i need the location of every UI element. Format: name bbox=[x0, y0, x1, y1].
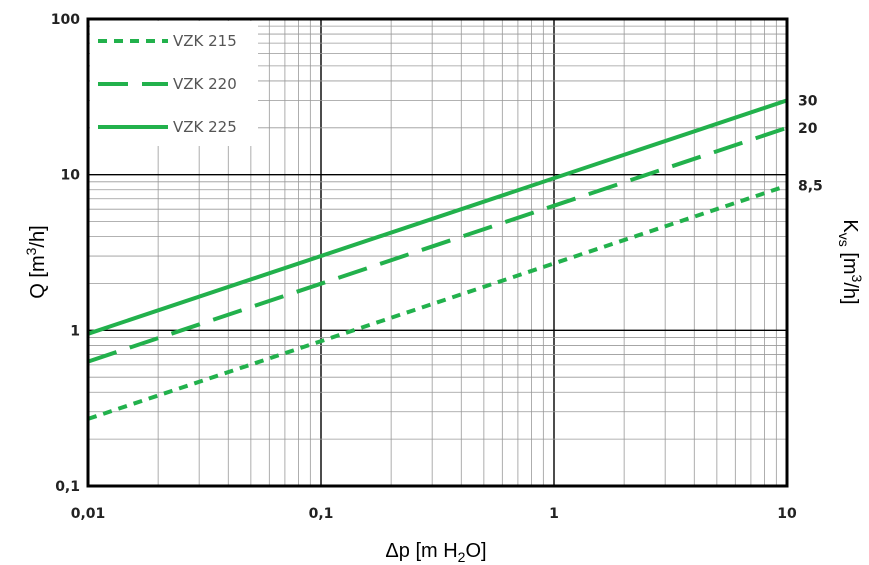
x-tick-label: 0,1 bbox=[309, 506, 334, 522]
x-axis-title: Δp [m H2O] bbox=[385, 540, 486, 565]
series-line-vzk-225 bbox=[87, 98, 788, 336]
plot-frame bbox=[86, 17, 789, 488]
legend: VZK 215 VZK 220 VZK 225 bbox=[90, 21, 258, 146]
y-tick-label: 1 bbox=[70, 323, 80, 339]
kvs-label: 8,5 bbox=[798, 179, 823, 195]
y-axis-title: Q [m3/h] bbox=[23, 225, 49, 298]
kvs-label: 20 bbox=[798, 121, 818, 137]
legend-label: VZK 225 bbox=[173, 118, 237, 136]
grid bbox=[87, 19, 787, 487]
tick-layer: 0,01 0,1 1 10 0,1 1 10 100 bbox=[51, 12, 797, 522]
y-tick-label: 0,1 bbox=[55, 479, 80, 495]
x-tick-label: 0,01 bbox=[71, 506, 106, 522]
y-tick-label: 100 bbox=[51, 12, 80, 28]
legend-label: VZK 215 bbox=[173, 32, 237, 50]
x-tick-label: 10 bbox=[777, 506, 797, 522]
series-layer bbox=[87, 98, 788, 421]
y2-axis-title: Kvs [m3/h] bbox=[836, 219, 865, 304]
series-line-vzk-215 bbox=[87, 183, 788, 421]
kvs-label: 30 bbox=[798, 93, 818, 109]
y-tick-label: 10 bbox=[61, 168, 81, 184]
series-line-vzk-220 bbox=[87, 125, 788, 364]
legend-label: VZK 220 bbox=[173, 75, 237, 93]
kvs-labels: 8,5 20 30 bbox=[798, 93, 823, 194]
x-tick-label: 1 bbox=[549, 506, 559, 522]
